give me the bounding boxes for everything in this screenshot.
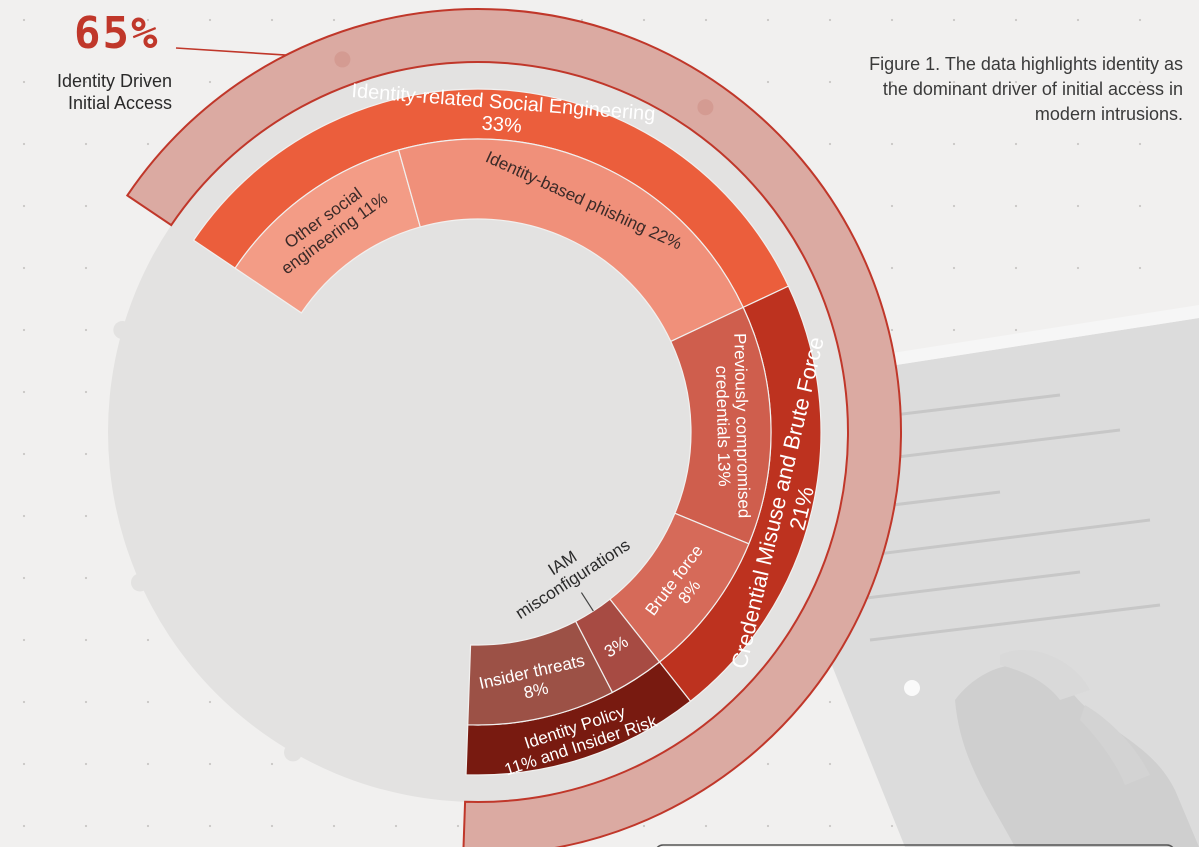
inner-label-0: Previously compromisedcredentials 13% <box>711 333 753 519</box>
middle-label-2-line: 33% <box>481 113 523 138</box>
big-stat-label-line2: Initial Access <box>67 93 172 113</box>
iam-callout-line <box>580 592 594 612</box>
outer-ring-notch <box>334 51 351 68</box>
chart-layer: Identity-related Social Engineering33%Cr… <box>108 8 902 847</box>
inner-label-0-line: Previously compromised <box>730 333 753 519</box>
disc-notch <box>130 573 149 592</box>
inner-segment-3 <box>467 620 614 726</box>
outer-ring-notch <box>697 99 714 116</box>
bottom-card-outline <box>656 844 1174 847</box>
big-stat-label-line1: Identity Driven <box>56 71 172 91</box>
big-stat-value: 65% <box>74 8 160 59</box>
big-stat-label: Identity Driven Initial Access <box>30 70 172 114</box>
inner-label-0-line: credentials 13% <box>712 365 734 486</box>
outer-ring-total <box>125 8 902 847</box>
stat-callout-line <box>175 47 287 56</box>
disc-notch <box>113 321 132 340</box>
disc-notch <box>284 743 302 762</box>
figure-caption: Figure 1. The data highlights identity a… <box>869 54 1183 124</box>
inner-label-3-line: 8% <box>522 679 550 703</box>
